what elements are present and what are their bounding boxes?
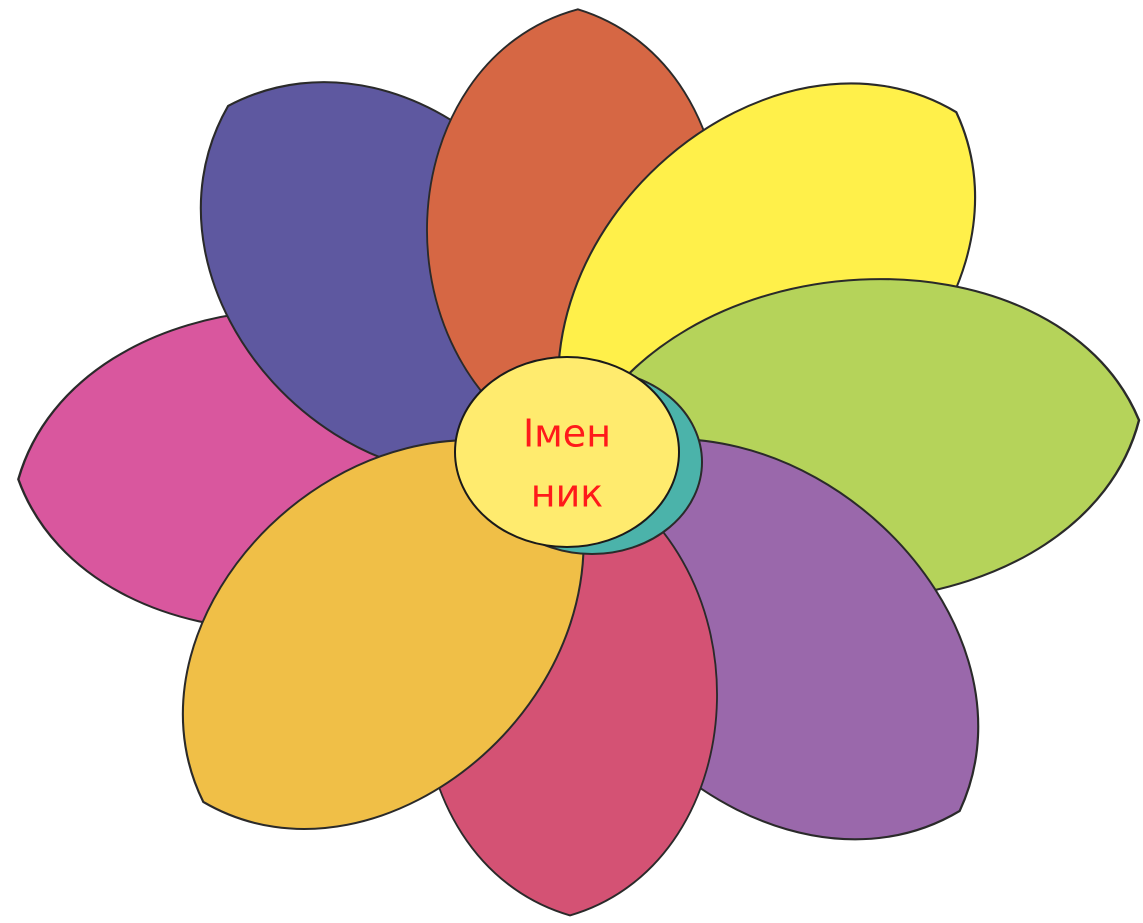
flower-diagram: Імен ник [0,0,1143,923]
center-label: ник [531,472,604,516]
center-label: Імен [523,412,611,456]
page: Імен ник (() => { const data = JSON.pars… [0,0,1143,923]
